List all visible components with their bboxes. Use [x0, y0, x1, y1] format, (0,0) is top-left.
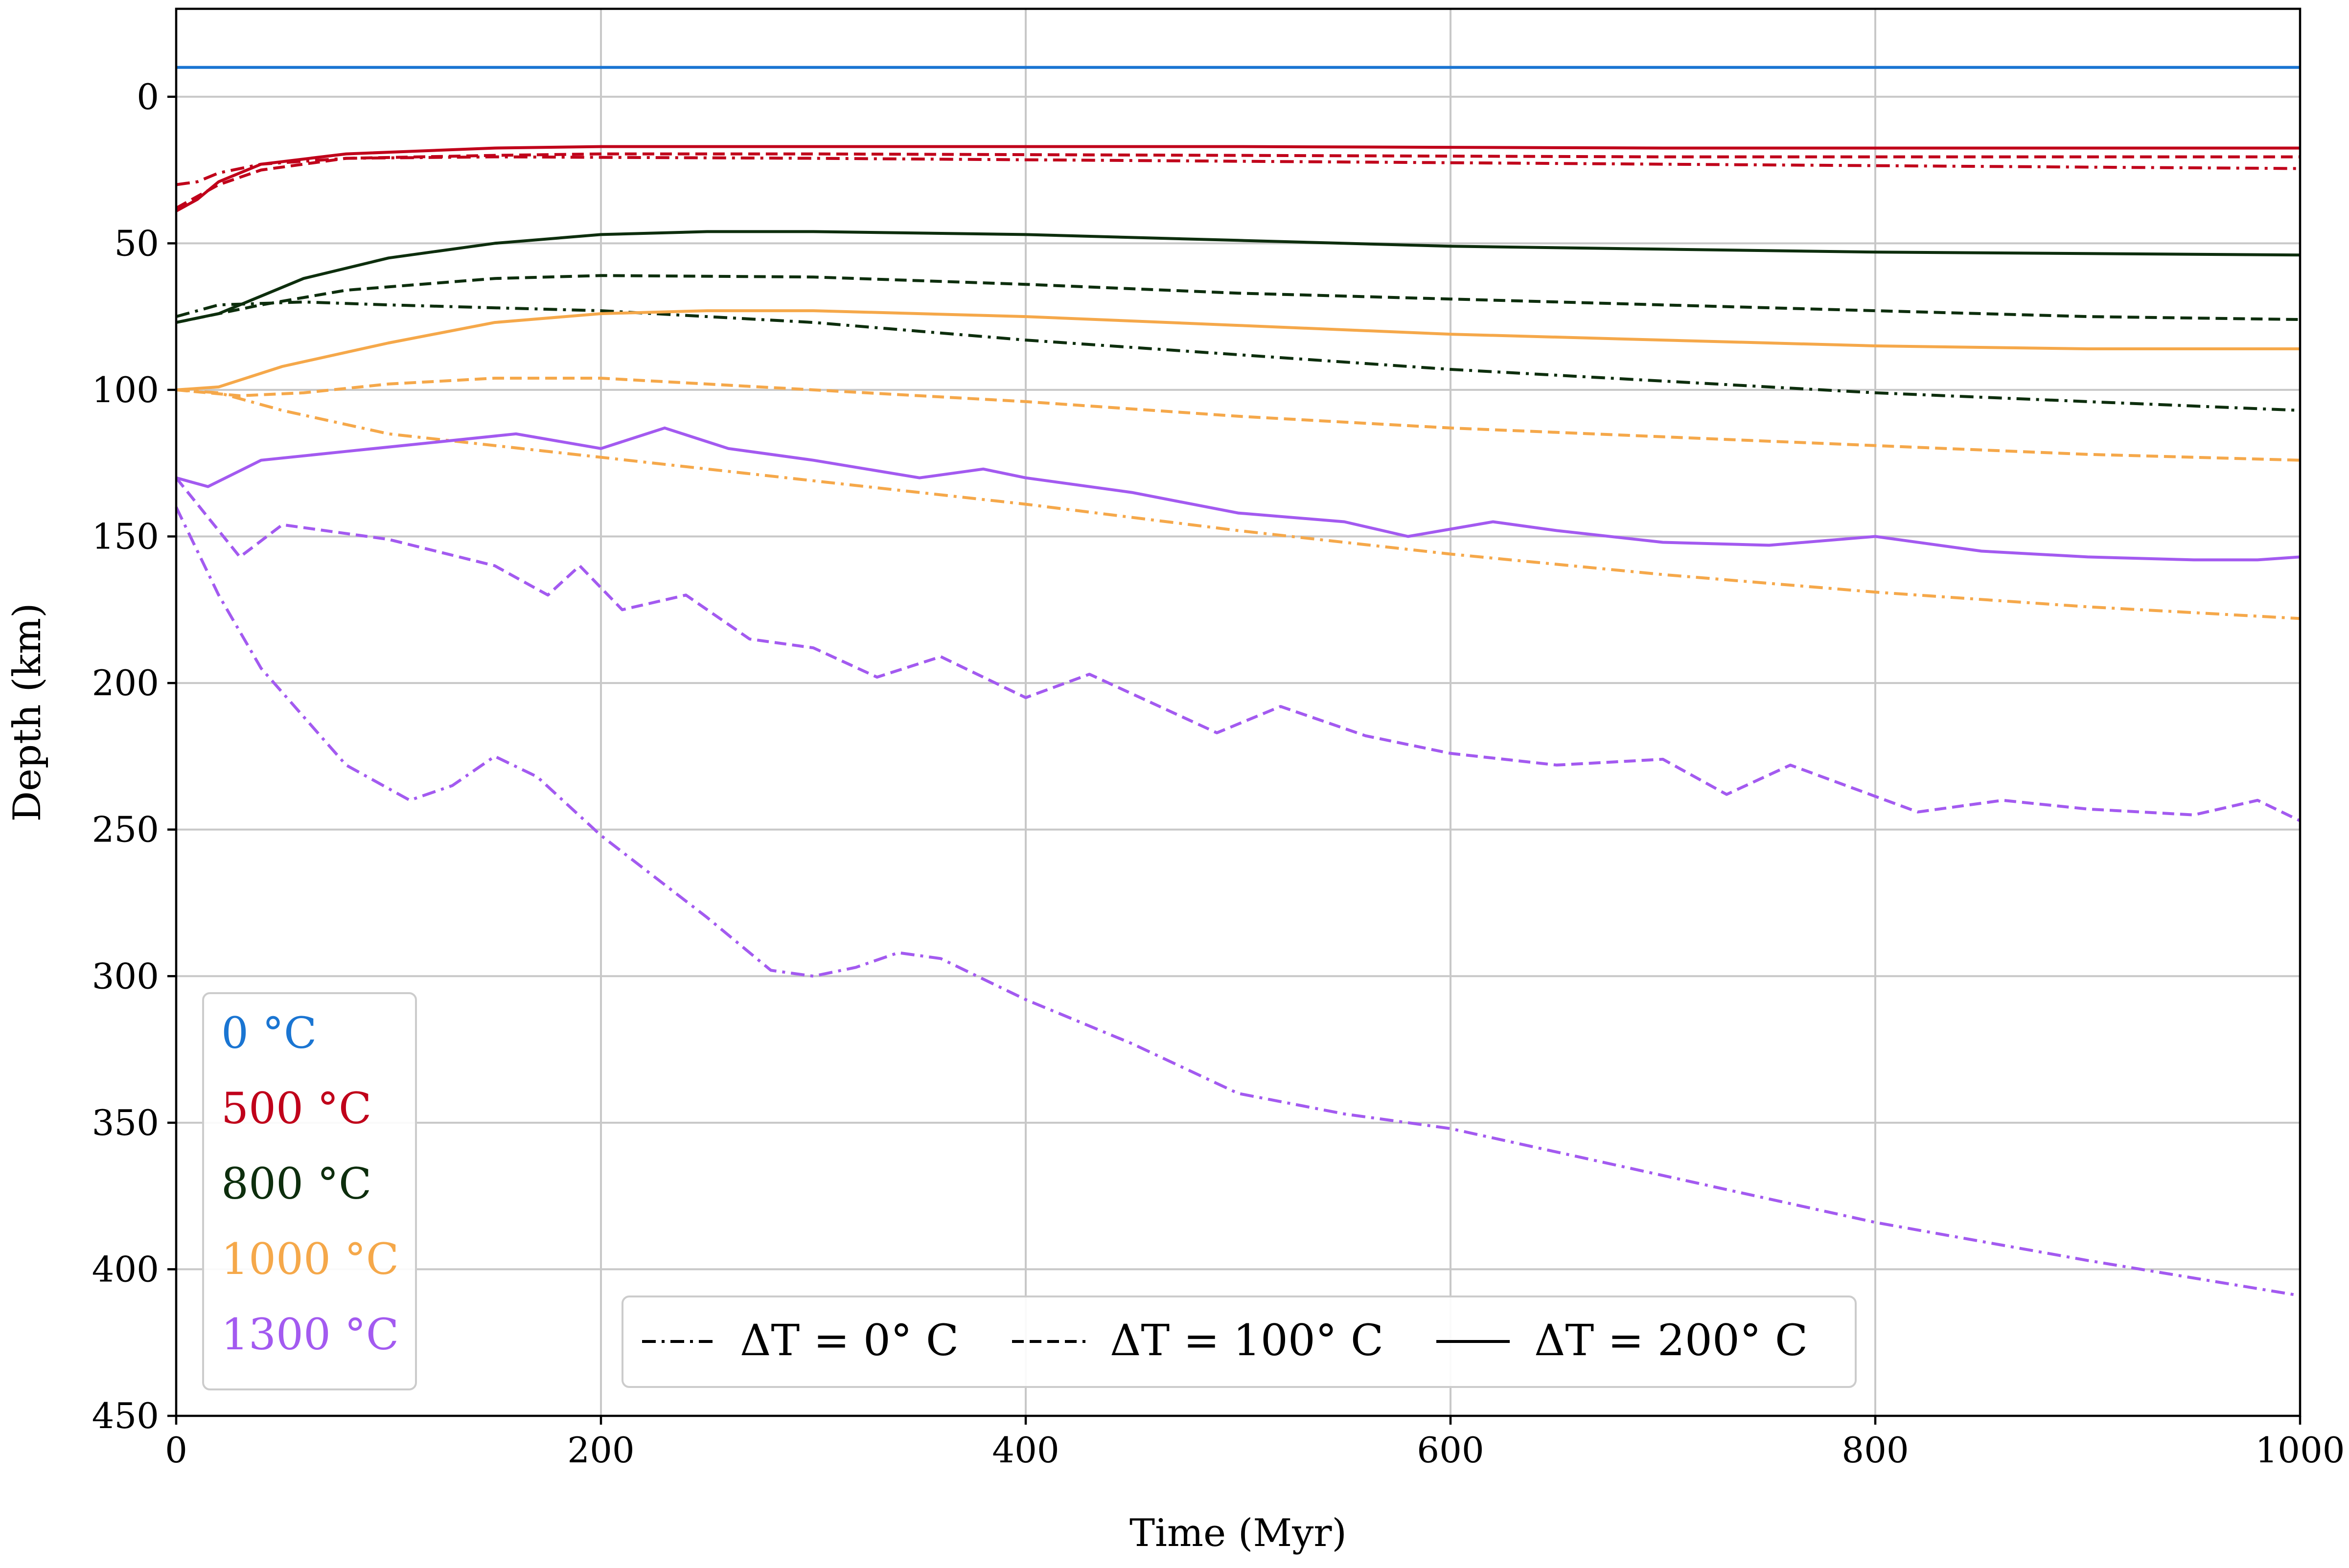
- series-line: [175, 152, 2300, 210]
- delta-t-legend-label: ΔT = 100° C: [1110, 1315, 1383, 1365]
- x-tick-label: 600: [1417, 1430, 1484, 1471]
- delta-t-legend-label: ΔT = 200° C: [1534, 1315, 1808, 1365]
- delta-t-legend-label: ΔT = 0° C: [740, 1315, 959, 1365]
- series-line: [176, 300, 2301, 412]
- temperature-legend-label: 500 °C: [221, 1083, 371, 1134]
- plot-frame: [175, 7, 2302, 1417]
- axis-ticks: 0 200 400 600 800 1000 0 50 100 150 200 250 300 350 40…: [92, 76, 2345, 1471]
- x-tick-label: 200: [567, 1430, 634, 1471]
- y-tick-label: 450: [92, 1395, 159, 1436]
- x-tick-label: 0: [165, 1430, 187, 1471]
- y-tick-label: 350: [92, 1102, 159, 1143]
- series-line: [176, 426, 2301, 562]
- y-tick-label: 150: [92, 516, 159, 557]
- y-tick-label: 100: [92, 369, 159, 410]
- x-tick-label: 800: [1842, 1430, 1909, 1471]
- temperature-legend: 0 °C 500 °C 800 °C 1000 °C 1300 °C: [202, 992, 417, 1390]
- y-tick-label: 300: [92, 955, 159, 997]
- x-axis-label: Time (Myr): [1129, 1511, 1347, 1555]
- series-line: [176, 274, 2301, 324]
- series-line: [176, 309, 2300, 391]
- delta-t-legend-box: [622, 1295, 1857, 1388]
- series-line: [176, 155, 2301, 186]
- series-line: [176, 230, 2301, 324]
- series-line: [176, 377, 2301, 462]
- temperature-legend-box: [202, 992, 417, 1390]
- y-axis-label: Depth (km): [5, 603, 49, 821]
- series-line: [175, 477, 2301, 822]
- temperature-legend-label: 0 °C: [221, 1008, 317, 1058]
- series-lines: [175, 66, 2301, 1297]
- grid: [175, 9, 2301, 1417]
- x-tick-label: 1000: [2255, 1430, 2345, 1471]
- series-line: [175, 506, 2301, 1297]
- temperature-legend-label: 1000 °C: [221, 1234, 399, 1284]
- series-line: [175, 145, 2300, 213]
- series-line: [176, 388, 2301, 620]
- y-tick-label: 50: [114, 223, 159, 264]
- y-tick-label: 400: [92, 1249, 159, 1290]
- delta-t-legend: ΔT = 0° C ΔT = 100° C ΔT = 200° C: [622, 1295, 1857, 1388]
- y-tick-label: 200: [92, 662, 159, 704]
- x-tick-label: 400: [992, 1430, 1059, 1471]
- temperature-legend-label: 1300 °C: [221, 1309, 399, 1360]
- y-tick-label: 250: [92, 809, 159, 850]
- temperature-legend-label: 800 °C: [221, 1159, 371, 1209]
- y-tick-label: 0: [137, 76, 159, 117]
